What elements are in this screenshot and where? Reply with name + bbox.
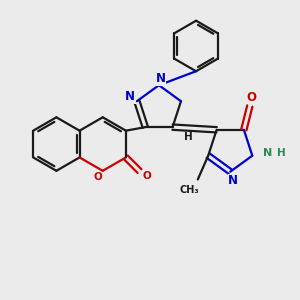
Text: N: N xyxy=(125,90,135,103)
Text: N: N xyxy=(263,148,272,158)
Text: N: N xyxy=(228,174,238,187)
Text: O: O xyxy=(142,170,151,181)
Text: H: H xyxy=(277,148,286,158)
Text: N: N xyxy=(155,72,165,85)
Text: O: O xyxy=(94,172,103,182)
Text: CH₃: CH₃ xyxy=(179,185,199,195)
Text: H: H xyxy=(184,132,193,142)
Text: O: O xyxy=(246,91,256,103)
